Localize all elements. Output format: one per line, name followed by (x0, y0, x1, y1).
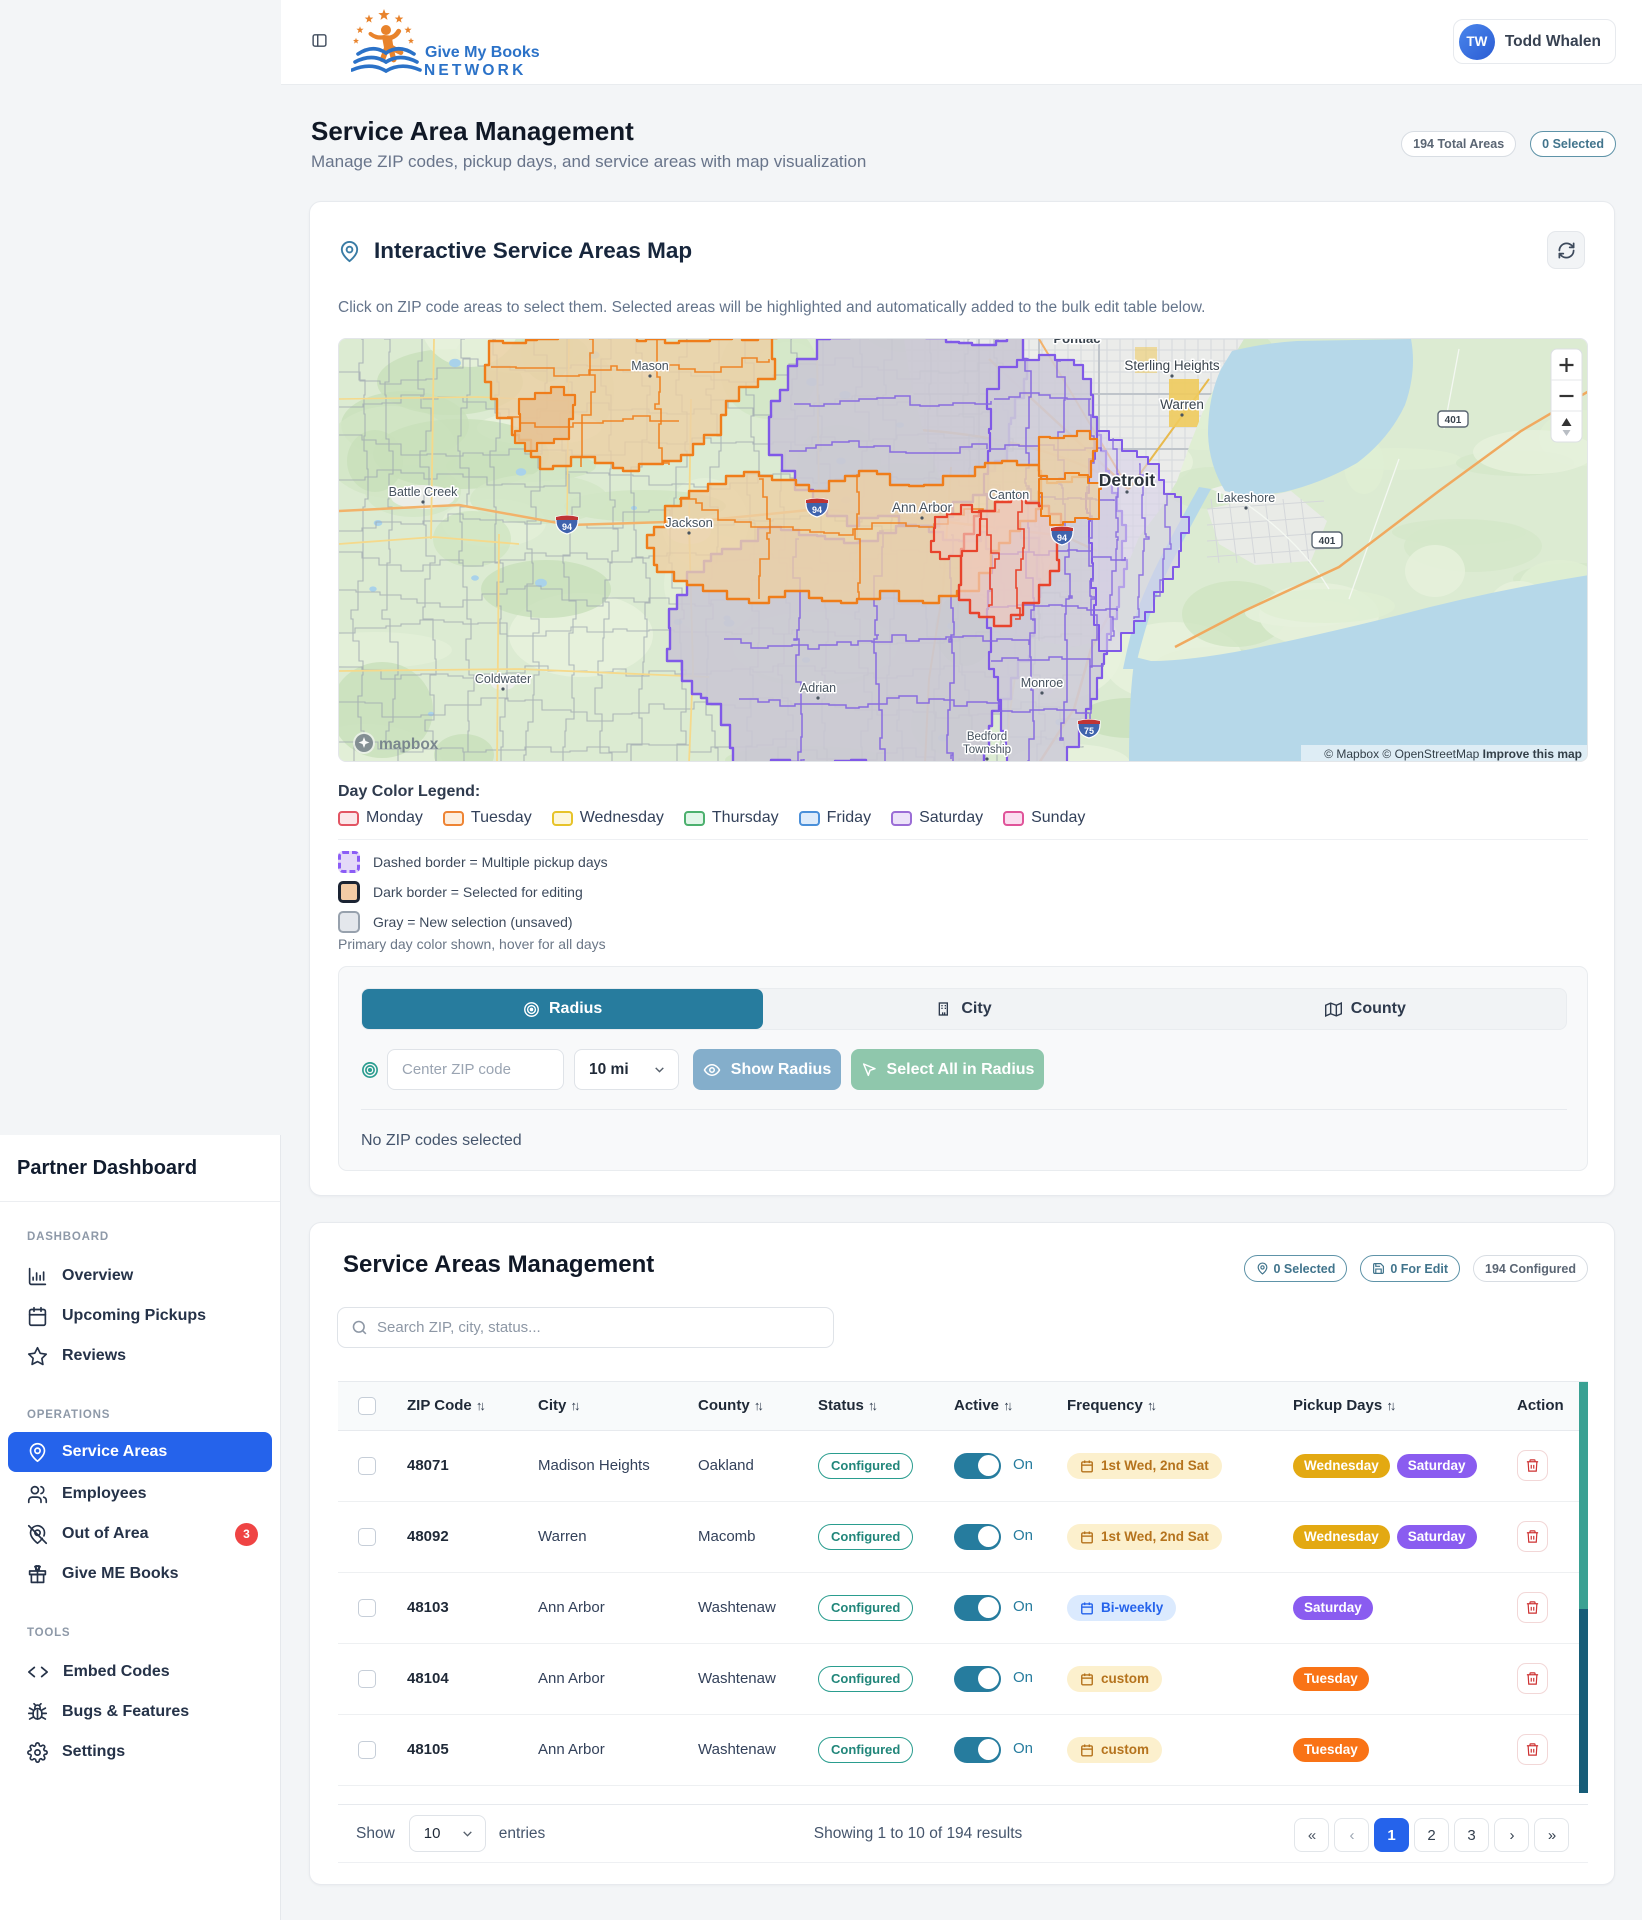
svg-text:Adrian: Adrian (800, 681, 836, 695)
svg-text:Lakeshore: Lakeshore (1217, 491, 1275, 505)
svg-text:© Mapbox © OpenStreetMap Impro: © Mapbox © OpenStreetMap Improve this ma… (1324, 747, 1582, 761)
svg-text:NETWORK: NETWORK (424, 62, 526, 76)
svg-text:Coldwater: Coldwater (475, 672, 531, 686)
svg-text:Battle Creek: Battle Creek (389, 485, 459, 499)
svg-text:Detroit: Detroit (1099, 470, 1156, 490)
svg-text:94: 94 (562, 522, 572, 532)
svg-text:401: 401 (1319, 536, 1336, 547)
svg-text:Canton: Canton (989, 488, 1029, 502)
svg-text:Jackson: Jackson (665, 515, 713, 530)
svg-text:mapbox: mapbox (379, 736, 439, 753)
svg-text:Bedford: Bedford (967, 731, 1007, 743)
svg-text:Ann Arbor: Ann Arbor (892, 500, 953, 515)
svg-text:94: 94 (812, 505, 822, 515)
svg-text:94: 94 (1057, 533, 1067, 543)
svg-text:Give My Books: Give My Books (425, 44, 540, 61)
svg-text:Mason: Mason (631, 359, 669, 373)
svg-text:Monroe: Monroe (1021, 676, 1063, 690)
svg-text:401: 401 (1445, 415, 1462, 426)
svg-text:75: 75 (1084, 726, 1094, 736)
svg-text:Township: Township (963, 744, 1011, 756)
svg-text:Pontiac: Pontiac (1054, 339, 1101, 346)
svg-text:Warren: Warren (1160, 397, 1204, 412)
svg-text:Sterling Heights: Sterling Heights (1124, 358, 1220, 373)
